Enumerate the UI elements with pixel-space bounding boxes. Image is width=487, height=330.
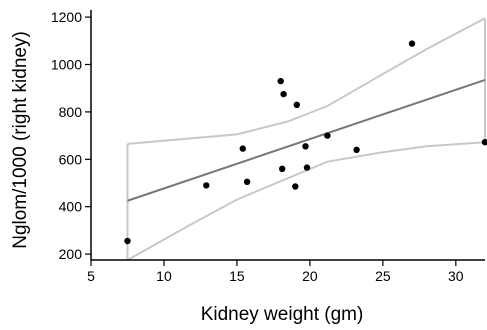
y-tick-label: 600 <box>59 151 83 167</box>
x-tick-label: 30 <box>448 268 464 284</box>
x-axis-title: Kidney weight (gm) <box>201 304 364 325</box>
data-point <box>280 90 287 98</box>
data-point <box>279 165 286 172</box>
data-point <box>353 146 360 153</box>
y-tick-label: 400 <box>59 199 83 215</box>
data-point <box>481 139 487 146</box>
regression-line <box>127 78 486 202</box>
x-tick-label: 20 <box>302 268 318 284</box>
y-tick-label: 1000 <box>51 57 82 73</box>
y-tick-label: 1200 <box>51 9 82 25</box>
data-point <box>243 178 251 185</box>
data-point <box>302 143 309 150</box>
data-point <box>293 101 300 109</box>
x-tick-label: 25 <box>375 268 391 284</box>
data-point <box>124 237 131 245</box>
confidence-upper-line <box>127 17 486 145</box>
data-point <box>303 164 311 171</box>
y-ticks: 200 400 600 800 1000 1200 <box>51 9 91 262</box>
confidence-band <box>126 17 486 261</box>
x-tick-label: 5 <box>87 268 95 284</box>
regression-line-group <box>127 78 486 202</box>
data-points <box>124 40 487 245</box>
y-tick-label: 200 <box>59 246 83 262</box>
data-point <box>277 77 284 85</box>
data-point <box>408 40 416 47</box>
x-tick-label: 15 <box>229 268 245 284</box>
data-point <box>324 132 331 139</box>
x-tick-label: 10 <box>156 268 172 284</box>
data-point <box>203 182 210 189</box>
confidence-lower-line <box>127 141 486 261</box>
y-axis-title: Nglom/1000 (right kidney) <box>10 31 31 249</box>
y-tick-label: 800 <box>59 104 83 120</box>
data-point <box>239 145 246 152</box>
data-point <box>292 183 299 190</box>
x-ticks: 5 10 15 20 25 30 <box>87 260 464 284</box>
axes <box>90 10 485 261</box>
